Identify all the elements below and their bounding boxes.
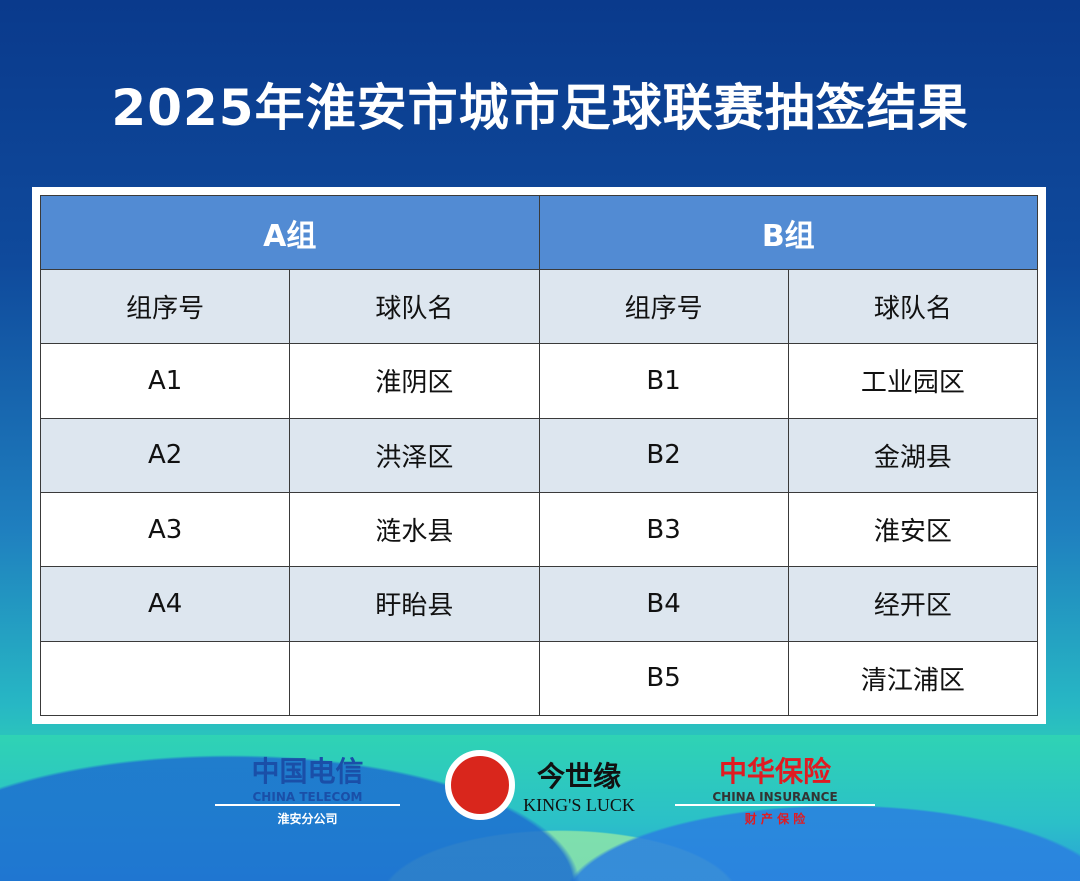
a-team: 洪泽区 [289, 417, 540, 493]
china-insurance-logo: 中华保险 CHINA INSURANCE 财 产 保 险 [675, 750, 875, 827]
b-team: 金湖县 [787, 417, 1039, 493]
b-team: 淮安区 [787, 491, 1039, 568]
china-telecom-sub: 淮安分公司 [277, 812, 338, 826]
background-decoration [0, 735, 1080, 881]
a-team: 盱眙县 [289, 566, 540, 642]
china-telecom-logo: 中国电信 CHINA TELECOM 淮安分公司 [215, 750, 400, 827]
draw-result-table: A组 B组 组序号 球队名 组序号 球队名 A1 淮阴区 B1 工业园区 A2 洪泽区… [39, 195, 1039, 717]
kings-luck-emblem-icon [445, 750, 516, 820]
group-a-header: A组 [40, 195, 540, 270]
sponsor-logos: 中国电信 CHINA TELECOM 淮安分公司 今世缘 KING'S LUCK… [0, 750, 1080, 840]
b-seq: B2 [538, 417, 789, 493]
b-seq: B5 [538, 640, 789, 717]
a-seq: A2 [39, 417, 291, 493]
china-insurance-sub: 财 产 保 险 [744, 812, 806, 826]
b-seq: B3 [538, 491, 789, 568]
table-row: A2 洪泽区 B2 金湖县 [39, 417, 1039, 493]
draw-result-table-frame: A组 B组 组序号 球队名 组序号 球队名 A1 淮阴区 B1 工业园区 A2 洪泽区… [32, 187, 1046, 724]
a-team: 淮阴区 [289, 343, 540, 419]
a-team [289, 640, 540, 717]
a-team: 涟水县 [289, 491, 540, 568]
china-insurance-name: 中华保险 [718, 755, 831, 788]
a-seq [39, 640, 291, 717]
table-row: B5 清江浦区 [39, 640, 1039, 717]
a-seq: A1 [39, 343, 291, 419]
col-header-seq: 组序号 [538, 268, 789, 345]
a-seq: A4 [39, 566, 291, 642]
a-seq: A3 [39, 491, 291, 568]
b-team: 清江浦区 [787, 640, 1039, 717]
china-telecom-name: 中国电信 [251, 755, 364, 788]
china-insurance-en: CHINA INSURANCE [675, 790, 875, 806]
b-team: 经开区 [787, 566, 1039, 642]
table-row: A3 涟水县 B3 淮安区 [39, 491, 1039, 568]
col-header-team: 球队名 [787, 268, 1039, 345]
china-telecom-en: CHINA TELECOM [215, 790, 400, 806]
b-seq: B4 [538, 566, 789, 642]
b-team: 工业园区 [787, 343, 1039, 419]
table-row: A1 淮阴区 B1 工业园区 [39, 343, 1039, 419]
page-title: 2025年淮安市城市足球联赛抽签结果 [111, 79, 969, 137]
b-seq: B1 [538, 343, 789, 419]
kings-luck-name: 今世缘 [536, 759, 621, 793]
col-header-seq: 组序号 [39, 268, 291, 345]
table-row: A4 盱眙县 B4 经开区 [39, 566, 1039, 642]
col-header-team: 球队名 [289, 268, 540, 345]
kings-luck-logo: 今世缘 KING'S LUCK [440, 750, 640, 820]
kings-luck-en: KING'S LUCK [523, 794, 635, 815]
group-b-header: B组 [538, 195, 1038, 270]
